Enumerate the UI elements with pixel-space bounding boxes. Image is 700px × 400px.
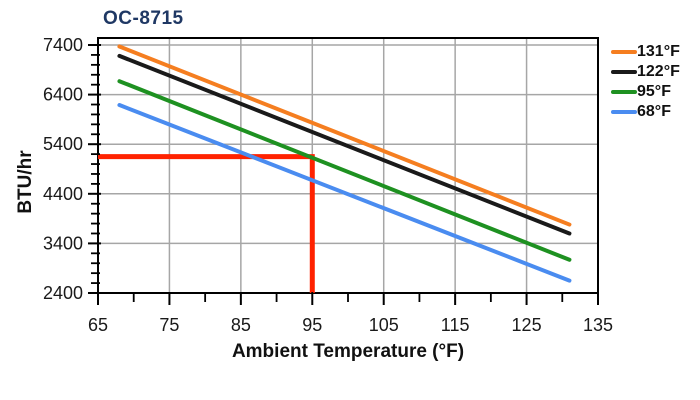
legend-swatch-95f — [611, 90, 637, 94]
series-line-122f — [117, 53, 572, 236]
legend-item-68f: 68°F — [611, 102, 680, 122]
series-line-95f — [117, 79, 572, 262]
y-tick-label: 2400 — [43, 283, 83, 303]
y-tick-label: 6400 — [43, 85, 83, 105]
legend: 131°F 122°F 95°F 68°F — [611, 42, 680, 122]
annotation-crosshair-line — [98, 154, 315, 293]
legend-item-95f: 95°F — [611, 82, 680, 102]
x-axis-title: Ambient Temperature (°F) — [231, 341, 465, 362]
legend-label-122f: 122°F — [637, 63, 680, 80]
legend-label-95f: 95°F — [637, 83, 671, 100]
legend-item-131f: 131°F — [611, 42, 680, 62]
y-tick-label: 3400 — [43, 233, 83, 253]
series-line-68f — [117, 103, 572, 283]
legend-item-122f: 122°F — [611, 62, 680, 82]
legend-label-131f: 131°F — [637, 43, 680, 60]
x-tick-label: 105 — [369, 315, 399, 335]
y-tick-label: 5400 — [43, 134, 83, 154]
x-tick-label: 95 — [302, 315, 322, 335]
legend-swatch-131f — [611, 50, 637, 54]
legend-label-68f: 68°F — [637, 103, 671, 120]
x-tick-label: 85 — [231, 315, 251, 335]
series-line-131f — [117, 44, 572, 227]
chart-title: OC-8715 — [103, 8, 184, 29]
y-tick-label: 4400 — [43, 184, 83, 204]
x-tick-label: 65 — [88, 315, 108, 335]
x-tick-label: 135 — [583, 315, 613, 335]
legend-swatch-122f — [611, 70, 637, 74]
x-tick-label: 115 — [441, 315, 470, 335]
x-tick-label: 125 — [512, 315, 542, 335]
x-tick-label: 75 — [159, 315, 179, 335]
y-tick-label: 7400 — [43, 35, 83, 55]
y-axis-title: BTU/hr — [15, 150, 36, 214]
legend-swatch-68f — [611, 110, 637, 114]
